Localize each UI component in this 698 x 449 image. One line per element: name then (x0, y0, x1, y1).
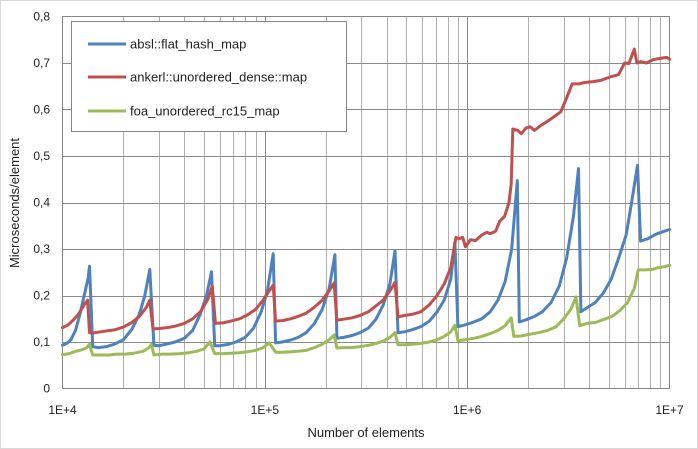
y-tick-label: 0,3 (33, 242, 50, 256)
y-tick-label: 0,1 (33, 335, 50, 349)
y-tick-label: 0,2 (33, 289, 50, 303)
x-tick-label: 1E+6 (453, 403, 482, 417)
y-tick-label: 0,6 (33, 103, 50, 117)
y-tick-label: 0,4 (33, 196, 50, 210)
plot-area-border (62, 16, 670, 389)
series-line-1 (61, 47, 671, 335)
legend-label-foa: foa_unordered_rc15_map (130, 104, 280, 119)
legend: absl::flat_hash_map ankerl::unordered_de… (71, 21, 347, 132)
y-tick-label: 0 (43, 382, 50, 396)
legend-label-ankerl: ankerl::unordered_dense::map (130, 70, 307, 85)
y-tick-label: 0,7 (33, 56, 50, 70)
x-axis-title: Number of elements (307, 425, 425, 440)
y-axis-ticks: 0 0,1 0,2 0,3 0,4 0,5 0,6 0,7 0,8 (33, 10, 50, 396)
series (61, 47, 671, 357)
x-tick-label: 1E+5 (251, 403, 280, 417)
x-axis-ticks: 1E+4 1E+5 1E+6 1E+7 (48, 403, 684, 417)
y-tick-label: 0,8 (33, 10, 50, 24)
x-tick-label: 1E+4 (48, 403, 77, 417)
series-line-2 (61, 263, 671, 357)
y-axis-title: Microseconds/element (7, 138, 22, 268)
legend-label-absl: absl::flat_hash_map (130, 37, 246, 52)
series-line-0 (61, 163, 671, 350)
y-tick-label: 0,5 (33, 149, 50, 163)
x-tick-label: 1E+7 (655, 403, 684, 417)
